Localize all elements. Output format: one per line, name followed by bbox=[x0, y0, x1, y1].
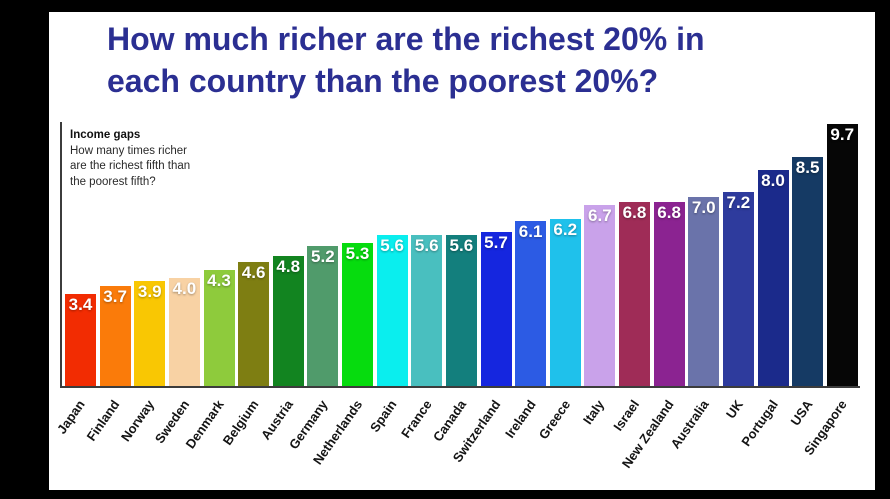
bar: 4.6 bbox=[238, 261, 270, 386]
bar-value-label: 9.7 bbox=[830, 125, 855, 145]
bar-value-label: 5.7 bbox=[484, 233, 508, 253]
bar: 6.7 bbox=[584, 205, 616, 386]
bar-value-label: 6.2 bbox=[553, 219, 578, 239]
chart-title-line1: How much richer are the richest 20% in bbox=[107, 21, 705, 57]
bar-column: 9.7 Singapore bbox=[801, 122, 858, 458]
bar: 4.3 bbox=[203, 269, 235, 386]
bar-column: 5.6 Canada bbox=[430, 122, 477, 444]
bar: 3.9 bbox=[134, 280, 166, 386]
bar-column: 3.4 Japan bbox=[54, 122, 96, 437]
bar-value-label: 3.7 bbox=[103, 287, 127, 307]
bar: 8.0 bbox=[757, 170, 789, 386]
annotation-heading: Income gaps bbox=[70, 129, 141, 141]
bar-column: 5.3 Netherlands bbox=[310, 122, 373, 467]
bar-country-label: Italy bbox=[580, 397, 608, 428]
bar: 5.2 bbox=[307, 245, 339, 386]
bar: 5.6 bbox=[445, 234, 477, 386]
bar-value-label: 5.6 bbox=[380, 235, 404, 255]
bar-value-label: 4.3 bbox=[207, 270, 231, 290]
bar-column: 6.8 Israel bbox=[610, 122, 650, 434]
bar-column: 5.6 Spain bbox=[367, 122, 408, 435]
bar: 5.7 bbox=[480, 232, 512, 386]
bar: 5.6 bbox=[411, 234, 443, 386]
bar-column: 5.7 Switzerland bbox=[450, 122, 512, 465]
bar-value-label: 8.5 bbox=[795, 157, 820, 177]
bar-country-label: USA bbox=[787, 397, 816, 429]
bar-country-label: Greece bbox=[535, 397, 573, 442]
bar-value-label: 6.7 bbox=[588, 206, 612, 226]
bar-column: 6.8 New Zealand bbox=[619, 122, 685, 471]
bar-column: 7.0 Australia bbox=[667, 122, 720, 451]
bar: 9.7 bbox=[826, 124, 858, 386]
bar-column: 5.2 Germany bbox=[286, 122, 339, 452]
bar-country-label: Japan bbox=[54, 397, 89, 437]
bar-value-label: 3.4 bbox=[68, 295, 93, 315]
bar-country-label: Israel bbox=[610, 397, 643, 434]
bar-country-label: UK bbox=[723, 397, 747, 422]
bar-value-label: 5.6 bbox=[449, 235, 474, 255]
bar-value-label: 6.8 bbox=[622, 203, 647, 223]
bar-value-label: 5.2 bbox=[311, 246, 335, 266]
chart-title-line2: each country than the poorest 20%? bbox=[107, 63, 659, 100]
bar: 6.8 bbox=[653, 202, 685, 386]
bar-column: 6.7 Italy bbox=[580, 122, 616, 427]
bar: 7.0 bbox=[688, 197, 720, 386]
bar-value-label: 6.8 bbox=[657, 203, 681, 223]
bar-column: 7.2 UK bbox=[722, 122, 754, 421]
annotation-line: are the richest fifth than bbox=[70, 160, 191, 173]
bar-column: 4.3 Denmark bbox=[183, 122, 235, 451]
annotation-line: the poorest fifth? bbox=[70, 175, 156, 188]
bar-column: 3.7 Finland bbox=[84, 122, 131, 444]
bar: 4.8 bbox=[272, 256, 304, 386]
bar-value-label: 3.9 bbox=[137, 281, 162, 301]
chart-annotation: Income gaps How many times richer are th… bbox=[70, 128, 240, 190]
bar: 5.3 bbox=[342, 242, 373, 386]
bar-column: 5.6 France bbox=[398, 122, 443, 441]
bar: 8.5 bbox=[792, 156, 824, 386]
bar-country-label: Finland bbox=[84, 397, 123, 444]
bar: 6.1 bbox=[515, 221, 547, 386]
bar-value-label: 4.0 bbox=[172, 279, 197, 298]
bar-value-label: 6.1 bbox=[518, 222, 543, 242]
bar-column: 6.2 Greece bbox=[535, 122, 581, 442]
bar-column: 4.6 Belgium bbox=[220, 122, 270, 448]
bar-value-label: 5.6 bbox=[414, 235, 439, 255]
bar-value-label: 7.0 bbox=[691, 198, 716, 217]
bar: 6.8 bbox=[619, 202, 650, 386]
bar-column: 3.9 Norway bbox=[118, 122, 166, 444]
bar-column: 8.5 USA bbox=[787, 122, 824, 428]
bar-country-label: Ireland bbox=[501, 397, 539, 441]
bar-value-label: 4.8 bbox=[276, 257, 301, 277]
chart-title: How much richer are the richest 20% in e… bbox=[49, 12, 875, 102]
bar: 3.7 bbox=[99, 286, 131, 386]
bar-value-label: 5.3 bbox=[345, 243, 370, 263]
bar-chart: Income gaps How many times richer are th… bbox=[54, 122, 860, 471]
annotation-line: How many times richer bbox=[70, 144, 187, 157]
bar-column: 6.1 Ireland bbox=[502, 122, 547, 441]
bar: 6.2 bbox=[549, 218, 581, 386]
bar-value-label: 8.0 bbox=[761, 171, 785, 190]
plot-area: 3.4 Japan 3.7 Finland 3.9 Norway 4.0 Sweden 4.3 D… bbox=[54, 122, 860, 471]
bar: 5.6 bbox=[376, 234, 408, 386]
bar: 3.4 bbox=[65, 294, 96, 386]
bar-country-label: France bbox=[397, 397, 435, 441]
bar-country-label: Spain bbox=[367, 397, 400, 435]
bar-value-label: 7.2 bbox=[726, 192, 751, 212]
bar-value-label: 4.6 bbox=[241, 262, 266, 282]
bar-column: 4.8 Austria bbox=[258, 122, 304, 442]
slide: How much richer are the richest 20% in e… bbox=[49, 12, 875, 490]
bar: 7.2 bbox=[722, 191, 754, 386]
bar-column: 8.0 Portugal bbox=[738, 122, 789, 449]
bar-column: 4.0 Sweden bbox=[152, 122, 200, 446]
bar: 4.0 bbox=[168, 278, 200, 386]
